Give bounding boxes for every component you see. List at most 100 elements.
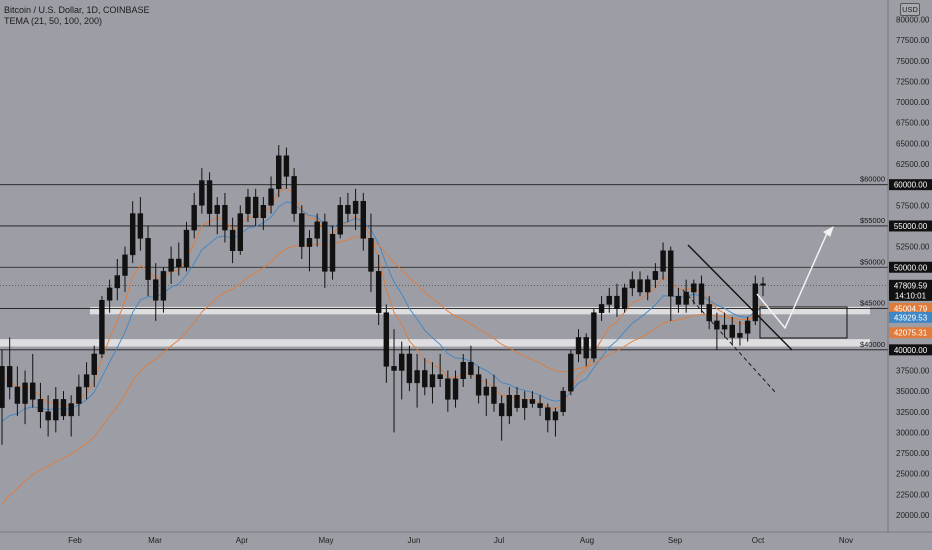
price-tag: [889, 279, 932, 301]
candle-down: [30, 382, 36, 400]
time-tick-label: Mar: [148, 536, 162, 545]
level-label: $55000: [860, 216, 885, 225]
candle-up: [83, 374, 90, 388]
candle-up: [237, 213, 244, 251]
candle-down: [760, 283, 766, 286]
level-price-tag-text: 60000.00: [894, 181, 928, 190]
support-zone: [0, 339, 870, 347]
price-tick-label: 30000.00: [896, 428, 930, 437]
candle-down: [375, 271, 382, 313]
candle-up: [414, 370, 420, 384]
projection-arrow: [756, 230, 829, 330]
time-tick-label: Feb: [68, 536, 82, 545]
candle-down: [668, 250, 674, 297]
candle-up: [591, 312, 597, 359]
candle-down: [283, 155, 290, 177]
candle-up: [352, 200, 359, 214]
tema-50-line: [1, 201, 764, 422]
price-tag-value: 47809.59: [894, 281, 928, 290]
chart-legend: Bitcoin / U.S. Dollar, 1D, COINBASE TEMA…: [4, 5, 150, 27]
candle-down: [537, 403, 543, 408]
candle-down: [529, 399, 536, 404]
candle-up: [744, 320, 751, 334]
candle-up: [598, 304, 605, 313]
candle-up: [560, 390, 566, 413]
price-tick-label: 62500.00: [896, 160, 930, 169]
candle-down: [368, 238, 374, 272]
price-tag: [889, 303, 932, 315]
candle-up: [268, 188, 274, 206]
candle-up: [160, 271, 167, 301]
indicator-title[interactable]: TEMA (21, 50, 100, 200): [4, 16, 103, 26]
candle-down: [545, 407, 551, 421]
candle-up: [337, 205, 343, 235]
candle-down: [422, 370, 428, 388]
candle-up: [129, 213, 136, 256]
candle-down: [706, 304, 712, 322]
candle-down: [637, 279, 643, 293]
candle-up: [329, 233, 336, 272]
candle-up: [621, 287, 628, 309]
candle-down: [176, 258, 182, 268]
level-price-tag-text: 55000.00: [894, 222, 928, 231]
time-tick-label: Jun: [408, 536, 421, 545]
candle-up: [552, 411, 559, 421]
candle-up: [22, 382, 28, 404]
drawing-tools: [682, 225, 848, 393]
candle-down: [391, 366, 397, 371]
candle-up: [506, 395, 513, 417]
candle-up: [106, 287, 113, 301]
candle-up: [214, 205, 220, 214]
candle-up: [737, 333, 743, 338]
candle-up: [752, 283, 759, 322]
price-axis[interactable]: 80000.00 77500.00 75000.00 72500.00 70000.00…: [896, 16, 930, 521]
price-tick-label: 52500.00: [896, 243, 930, 252]
price-tick-label: 72500.00: [896, 77, 930, 86]
candle-down: [698, 283, 705, 305]
level-price-tag-text: 50000.00: [894, 263, 928, 272]
price-tick-label: 75000.00: [896, 57, 930, 66]
candle-up: [76, 386, 82, 404]
candle-down: [37, 399, 44, 413]
candle-down: [445, 378, 451, 400]
candle-up: [644, 279, 651, 293]
dashed-trendline: [682, 289, 776, 393]
time-tick-label: Nov: [839, 536, 853, 545]
candle-down: [345, 205, 351, 214]
candle-up: [183, 229, 190, 268]
level-label: $45000: [860, 299, 885, 308]
level-price-tag: [889, 220, 932, 232]
price-tick-label: 67500.00: [896, 119, 930, 128]
support-zones: [0, 306, 870, 347]
time-axis[interactable]: Feb Mar Apr May Jun Jul Aug Sep Oct Nov: [0, 531, 932, 545]
price-tick-label: 35000.00: [896, 387, 930, 396]
currency-button[interactable]: USD: [900, 3, 920, 16]
tema-lines: [1, 187, 764, 505]
price-tick-label: 22500.00: [896, 490, 930, 499]
time-tick-label: Jul: [494, 536, 504, 545]
candle-down: [406, 353, 413, 384]
horizontal-levels: $60000 60000.00 $55000 55000.00 $50000 50000.…: [0, 175, 932, 356]
candle-down: [729, 324, 735, 338]
symbol-title[interactable]: Bitcoin / U.S. Dollar, 1D, COINBASE: [4, 5, 150, 15]
candle-up: [399, 353, 405, 371]
candle-down: [383, 312, 390, 367]
candle-down: [14, 386, 21, 404]
candle-down: [299, 213, 305, 247]
level-label: $50000: [860, 257, 885, 266]
candle-down: [514, 395, 520, 408]
candle-down: [137, 213, 144, 239]
candle-up: [260, 205, 267, 218]
price-tick-label: 25000.00: [896, 470, 930, 479]
candle-up: [683, 291, 689, 305]
candle-up: [168, 258, 174, 272]
candle-up: [652, 271, 659, 280]
candle-up: [691, 283, 697, 293]
candle-down: [206, 180, 213, 214]
candle-up: [306, 238, 313, 247]
time-tick-label: Aug: [580, 536, 594, 545]
candle-up: [245, 196, 251, 214]
candle-up: [114, 275, 121, 289]
candle-up: [122, 254, 128, 276]
